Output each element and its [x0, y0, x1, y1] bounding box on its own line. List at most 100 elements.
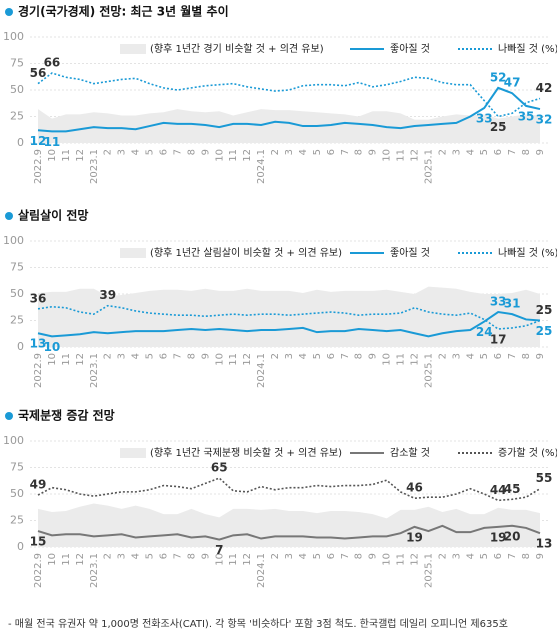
y-tick-label: 25 [10, 314, 24, 327]
x-tick-label: 9 [200, 353, 211, 359]
x-tick-label: 5 [479, 149, 490, 155]
x-tick-label: 10 [214, 353, 225, 366]
x-tick-label: 5 [145, 553, 156, 559]
data-label: 19 [490, 530, 507, 544]
x-tick-label: 10 [47, 553, 58, 566]
data-label: 44 [490, 483, 507, 497]
data-label: 24 [476, 325, 493, 339]
data-label: 52 [490, 70, 507, 84]
x-tick-label: 3 [117, 553, 128, 559]
legend-label: (향후 1년간 살림살이 비슷할 것 + 의견 유보) [150, 247, 342, 259]
x-tick-label: 8 [521, 553, 532, 559]
x-tick-label: 5 [145, 353, 156, 359]
y-tick-label: 75 [10, 57, 24, 70]
x-tick-label: 3 [117, 149, 128, 155]
data-label: 19 [406, 530, 423, 544]
data-label: 25 [536, 303, 553, 317]
x-tick-label: 12 [242, 353, 253, 366]
y-tick-label: 100 [3, 434, 24, 447]
x-tick-label: 10 [47, 353, 58, 366]
data-label: 25 [536, 324, 553, 338]
data-label: 33 [476, 112, 493, 126]
x-tick-label: 2022.9 [33, 353, 44, 388]
x-tick-label: 3 [117, 353, 128, 359]
data-label: 55 [536, 471, 553, 485]
data-label: 45 [504, 482, 521, 496]
x-tick-label: 6 [159, 149, 170, 155]
x-tick-label: 2 [437, 149, 448, 155]
data-label: 66 [44, 56, 61, 70]
x-tick-label: 6 [159, 353, 170, 359]
data-label: 47 [504, 76, 521, 90]
x-tick-label: 2 [103, 149, 114, 155]
x-tick-label: 12 [75, 149, 86, 162]
x-tick-label: 2 [270, 149, 281, 155]
x-tick-label: 7 [507, 353, 518, 359]
x-tick-label: 2023.1 [89, 353, 100, 388]
data-label: 49 [30, 478, 47, 492]
x-tick-label: 2024.1 [256, 149, 267, 184]
x-tick-label: 11 [61, 353, 72, 366]
x-tick-label: 5 [312, 553, 323, 559]
footnote: - 매월 전국 유권자 약 1,000명 전화조사(CATI). 각 항목 '비… [8, 617, 508, 630]
x-tick-label: 10 [214, 553, 225, 566]
x-tick-label: 9 [368, 149, 379, 155]
x-tick-label: 5 [145, 149, 156, 155]
legend-swatch [120, 44, 146, 54]
x-tick-label: 9 [200, 149, 211, 155]
x-tick-label: 10 [382, 353, 393, 366]
x-tick-label: 2 [270, 353, 281, 359]
x-tick-label: 2025.1 [423, 353, 434, 388]
x-tick-label: 4 [131, 353, 142, 359]
x-tick-label: 11 [61, 149, 72, 162]
x-tick-label: 9 [535, 149, 546, 155]
x-tick-label: 9 [535, 353, 546, 359]
x-tick-label: 8 [186, 149, 197, 155]
x-tick-label: 2 [103, 553, 114, 559]
data-label: 11 [44, 135, 61, 149]
x-tick-label: 4 [465, 149, 476, 155]
x-tick-label: 2024.1 [256, 353, 267, 388]
y-tick-label: 0 [17, 340, 24, 353]
chart-title: 경기(국가경제) 전망: 최근 3년 월별 추이 [18, 4, 229, 19]
x-tick-label: 3 [284, 353, 295, 359]
x-tick-label: 6 [326, 353, 337, 359]
title-bullet [5, 8, 13, 16]
x-tick-label: 8 [521, 149, 532, 155]
x-tick-label: 12 [75, 353, 86, 366]
x-tick-label: 2022.9 [33, 553, 44, 588]
x-tick-label: 12 [410, 353, 421, 366]
data-label: 35 [518, 109, 535, 123]
legend-swatch [120, 248, 146, 258]
y-tick-label: 0 [17, 136, 24, 149]
data-label: 33 [490, 295, 507, 309]
x-tick-label: 6 [493, 149, 504, 155]
data-label: 13 [536, 537, 553, 551]
series-line [37, 477, 541, 502]
x-tick-label: 3 [451, 553, 462, 559]
x-tick-label: 12 [242, 149, 253, 162]
x-tick-label: 5 [479, 353, 490, 359]
data-label: 15 [30, 535, 47, 549]
series-line [37, 310, 541, 338]
data-label: 7 [215, 543, 223, 557]
x-tick-label: 11 [396, 553, 407, 566]
data-label: 17 [490, 332, 507, 346]
x-tick-label: 12 [410, 553, 421, 566]
x-tick-label: 7 [507, 553, 518, 559]
y-tick-label: 100 [3, 234, 24, 247]
x-tick-label: 7 [507, 149, 518, 155]
x-tick-label: 7 [340, 353, 351, 359]
x-tick-label: 4 [465, 553, 476, 559]
x-tick-label: 8 [186, 553, 197, 559]
x-tick-label: 4 [465, 353, 476, 359]
x-tick-label: 11 [228, 553, 239, 566]
x-tick-label: 12 [75, 553, 86, 566]
series-line [37, 524, 541, 541]
x-tick-label: 7 [172, 149, 183, 155]
title-bullet [5, 412, 13, 420]
x-tick-label: 2 [270, 553, 281, 559]
x-tick-label: 2022.9 [33, 149, 44, 184]
data-label: 65 [211, 461, 228, 475]
series-line [37, 72, 541, 118]
